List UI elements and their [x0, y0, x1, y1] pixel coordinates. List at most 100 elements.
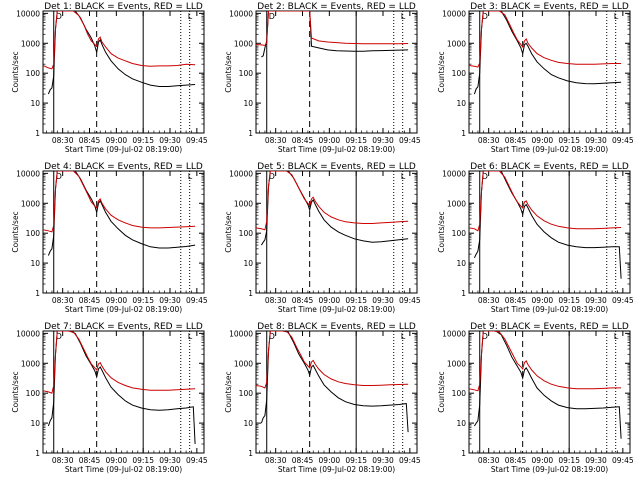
x-tick-label: 08:45: [79, 136, 101, 145]
x-tick-label: 08:45: [79, 456, 101, 465]
y-tick-label: 1000: [447, 199, 466, 208]
y-tick-label: 100: [26, 389, 41, 398]
marker-glyph: L: [401, 12, 406, 21]
x-tick-label: 09:15: [558, 456, 580, 465]
y-tick-label: 1: [248, 449, 253, 458]
y-tick-label: 10000: [229, 169, 253, 178]
y-tick-label: 10: [243, 259, 253, 268]
x-tick-label: 09:15: [132, 456, 154, 465]
x-tick-label: 08:45: [292, 136, 314, 145]
x-tick-label: 09:15: [558, 136, 580, 145]
lld-series-line: [256, 171, 409, 231]
x-tick-label: 09:30: [159, 456, 181, 465]
plot-frame: [42, 10, 205, 134]
marker-glyph: L: [614, 172, 619, 181]
x-tick-label: 08:45: [505, 136, 527, 145]
chart-title: Det 5: BLACK = Events, RED = LLD: [257, 162, 416, 172]
plot-frame: [255, 10, 418, 134]
marker-glyph: D: [269, 332, 275, 341]
events-series-line: [473, 171, 622, 279]
chart-title: Det 7: BLACK = Events, RED = LLD: [44, 322, 203, 332]
events-series-line: [260, 171, 409, 246]
marker-glyph: D: [56, 332, 62, 341]
lld-series-line: [256, 11, 409, 46]
x-tick-label: 09:00: [319, 296, 341, 305]
x-tick-label: 09:30: [372, 136, 394, 145]
y-tick-label: 10: [456, 419, 466, 428]
chart-panel-9: Det 9: BLACK = Events, RED = LLD 1 10 100 10…: [437, 322, 634, 474]
x-tick-label: 09:45: [612, 296, 634, 305]
y-tick-label: 10000: [442, 169, 466, 178]
chart-title: Det 4: BLACK = Events, RED = LLD: [44, 162, 203, 172]
lld-series-line: [43, 171, 196, 233]
x-tick-label: 08:45: [505, 456, 527, 465]
chart-panel-4: Det 4: BLACK = Events, RED = LLD 1 10 100 10…: [11, 162, 208, 314]
y-tick-label: 1000: [447, 359, 466, 368]
y-tick-label: 1000: [21, 199, 40, 208]
chart-title: Det 1: BLACK = Events, RED = LLD: [44, 2, 203, 12]
x-tick-label: 09:45: [612, 136, 634, 145]
plot-frame: [255, 330, 418, 454]
plot-frame: [42, 170, 205, 294]
y-axis-label: Counts/sec: [11, 51, 20, 92]
marker-glyph: D: [56, 172, 62, 181]
marker-glyph: L: [188, 12, 193, 21]
y-tick-label: 1000: [447, 39, 466, 48]
marker-glyph: D: [482, 12, 488, 21]
y-tick-label: 100: [239, 69, 254, 78]
y-tick-label: 10000: [229, 9, 253, 18]
x-axis-label: Start Time (09-Jul-02 08:19:00): [278, 465, 395, 474]
lld-series-line: [43, 331, 196, 394]
chart-title: Det 2: BLACK = Events, RED = LLD: [257, 2, 416, 12]
chart-panel-3: Det 3: BLACK = Events, RED = LLD 1 10 100 10…: [437, 2, 634, 154]
y-tick-label: 10: [243, 99, 253, 108]
y-tick-label: 100: [239, 389, 254, 398]
x-tick-label: 08:45: [292, 456, 314, 465]
x-tick-label: 09:15: [345, 296, 367, 305]
plot-frame: [468, 170, 631, 294]
marker-glyph: D: [269, 172, 275, 181]
x-tick-label: 09:00: [532, 136, 554, 145]
plot-frame: [42, 330, 205, 454]
x-tick-label: 09:00: [106, 296, 128, 305]
x-tick-label: 08:30: [265, 456, 287, 465]
x-tick-label: 08:30: [52, 296, 74, 305]
x-tick-label: 09:45: [186, 456, 208, 465]
y-tick-label: 10: [456, 259, 466, 268]
plot-frame: [468, 10, 631, 134]
x-axis-label: Start Time (09-Jul-02 08:19:00): [491, 145, 608, 154]
chart-title: Det 6: BLACK = Events, RED = LLD: [470, 162, 629, 172]
y-tick-label: 10000: [16, 9, 40, 18]
y-tick-label: 100: [26, 229, 41, 238]
marker-glyph: L: [188, 172, 193, 181]
y-tick-label: 10: [30, 99, 40, 108]
x-tick-label: 08:30: [265, 136, 287, 145]
chart-panel-2: Det 2: BLACK = Events, RED = LLD 1 10 100 10…: [224, 2, 421, 154]
y-axis-label: Counts/sec: [224, 371, 233, 412]
chart-title: Det 9: BLACK = Events, RED = LLD: [470, 322, 629, 332]
chart-panel-7: Det 7: BLACK = Events, RED = LLD 1 10 100 10…: [11, 322, 208, 474]
x-tick-label: 09:15: [132, 296, 154, 305]
marker-glyph: L: [188, 332, 193, 341]
lld-series-line: [469, 331, 622, 392]
y-tick-label: 1: [35, 449, 40, 458]
events-series-line: [261, 11, 409, 58]
plot-frame: [255, 170, 418, 294]
y-tick-label: 1000: [234, 199, 253, 208]
x-tick-label: 08:30: [478, 296, 500, 305]
events-series-line: [473, 11, 622, 95]
x-tick-label: 09:45: [186, 136, 208, 145]
marker-glyph: L: [614, 12, 619, 21]
y-tick-label: 1: [461, 289, 466, 298]
y-tick-label: 10000: [229, 329, 253, 338]
chart-panel-1: Det 1: BLACK = Events, RED = LLD 1 10 100 10…: [11, 2, 208, 154]
marker-glyph: D: [482, 172, 488, 181]
x-tick-label: 09:45: [612, 456, 634, 465]
x-tick-label: 09:45: [186, 296, 208, 305]
y-axis-label: Counts/sec: [11, 211, 20, 252]
x-tick-label: 08:30: [52, 136, 74, 145]
y-tick-label: 100: [452, 229, 467, 238]
x-tick-label: 09:45: [399, 296, 421, 305]
x-tick-label: 09:15: [345, 456, 367, 465]
